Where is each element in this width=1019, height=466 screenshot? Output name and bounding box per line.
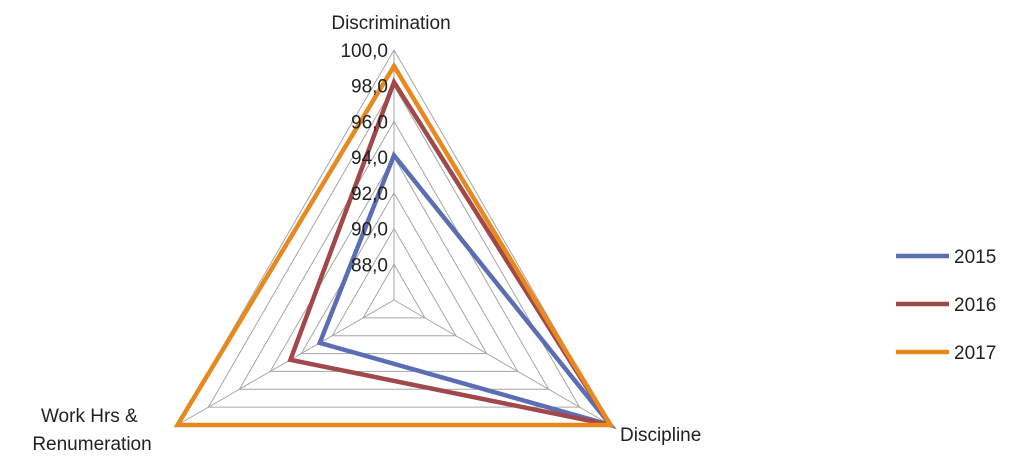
grid-ring-4 (238, 120, 550, 390)
grid-ring-0 (362, 263, 426, 319)
category-label-work-hrs: Work Hrs & Renumeration (32, 406, 151, 455)
spoke-1 (393, 299, 611, 426)
category-label-discipline: Discipline (620, 425, 701, 446)
tick-label: 98,0 (351, 77, 388, 98)
radar-series (173, 61, 617, 430)
radar-grid (176, 48, 612, 426)
legend: 2015 2016 2017 (896, 247, 996, 364)
legend-label-2016: 2016 (954, 295, 996, 316)
tick-label: 100,0 (340, 41, 388, 62)
grid-ring-5 (207, 84, 581, 408)
category-label-discrimination: Discrimination (331, 13, 450, 34)
series-line-2015 (316, 150, 617, 430)
tick-label: 90,0 (351, 220, 388, 241)
tick-label: 96,0 (351, 112, 388, 133)
tick-label: 94,0 (351, 148, 388, 169)
spoke-2 (177, 299, 395, 426)
tick-label: 92,0 (351, 184, 388, 205)
tick-label: 88,0 (351, 255, 388, 276)
legend-label-2017: 2017 (954, 343, 996, 364)
series-line-2016 (287, 77, 616, 429)
grid-ring-1 (331, 227, 457, 337)
series-line-2017 (173, 61, 615, 428)
radial-tick-labels: 88,0 90,0 92,0 94,0 96,0 98,0 100,0 (340, 41, 388, 276)
grid-ring-3 (269, 156, 519, 372)
category-labels: Discrimination Discipline Work Hrs & Ren… (32, 13, 701, 455)
legend-label-2015: 2015 (954, 247, 996, 268)
